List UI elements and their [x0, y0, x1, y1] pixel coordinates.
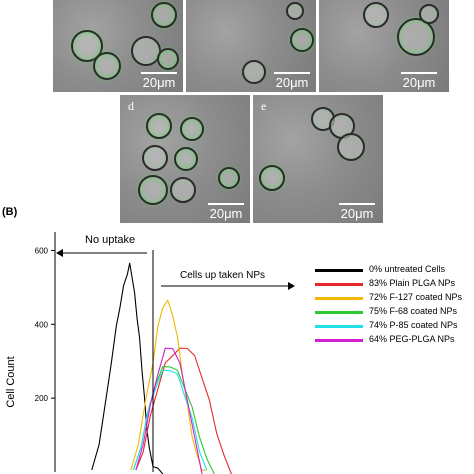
- micrograph-a: 20μm: [53, 0, 183, 92]
- y-tick-label: 200: [35, 394, 49, 403]
- uptake-label: Cells up taken NPs: [180, 270, 265, 281]
- series-line-1: [135, 347, 232, 474]
- micrograph-e: e 20μm: [253, 95, 383, 223]
- no-uptake-arrowhead: [56, 249, 63, 257]
- series-line-0: [91, 262, 164, 474]
- legend-label: 74% P-85 coated NPs: [369, 320, 458, 330]
- legend-swatch: [315, 311, 363, 314]
- micrograph-b: 20μm: [186, 0, 316, 92]
- series-line-4: [132, 369, 208, 471]
- legend-label: 72% F-127 coated NPs: [369, 292, 463, 302]
- no-uptake-label: No uptake: [85, 234, 135, 246]
- legend-swatch: [315, 297, 363, 300]
- y-tick-label: 600: [35, 246, 49, 255]
- micrograph-c: 20μm: [319, 0, 449, 92]
- panel-label-e: e: [261, 99, 267, 113]
- micrograph-d: d 20μm: [120, 95, 250, 223]
- legend-label: 64% PEG-PLGA NPs: [369, 334, 455, 344]
- y-tick-label: 400: [35, 320, 49, 329]
- legend-swatch: [315, 325, 363, 328]
- panel-label-d: d: [128, 99, 134, 113]
- y-axis-label: Cell Count: [5, 356, 17, 407]
- panel-b-label: (B): [2, 206, 18, 218]
- series-line-2: [130, 299, 207, 471]
- legend-swatch: [315, 339, 363, 342]
- legend-label: 0% untreated Cells: [369, 264, 446, 274]
- series-line-5: [135, 347, 203, 474]
- legend-label: 75% F-68 coated NPs: [369, 306, 458, 316]
- legend-swatch: [315, 283, 363, 286]
- uptake-arrowhead: [288, 282, 295, 290]
- legend-label: 83% Plain PLGA NPs: [369, 278, 456, 288]
- legend-swatch: [315, 269, 363, 272]
